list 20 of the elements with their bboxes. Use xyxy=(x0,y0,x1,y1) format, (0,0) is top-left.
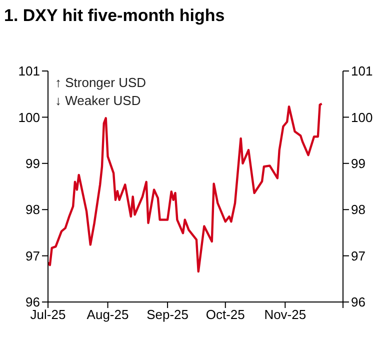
y-tick-label: 98 xyxy=(26,202,40,218)
y-tick-label: 101 xyxy=(18,64,40,79)
x-tick-label: Sep-25 xyxy=(146,307,189,322)
x-tick-label: Oct-25 xyxy=(206,307,245,322)
y2-tick-label: 100 xyxy=(351,110,373,125)
x-tick-label: Aug-25 xyxy=(86,307,129,322)
y2-tick-label: 99 xyxy=(351,156,366,172)
x-tick-label: Nov-25 xyxy=(264,307,306,322)
x-tick-label: Jul-25 xyxy=(30,307,66,322)
y2-tick-label: 98 xyxy=(351,202,366,218)
y-tick-label: 100 xyxy=(18,110,40,125)
y2-tick-label: 97 xyxy=(351,248,366,264)
y-tick-label: 97 xyxy=(26,248,40,264)
annotation: ↓ Weaker USD xyxy=(55,93,141,108)
y2-tick-label: 96 xyxy=(351,294,366,310)
y-tick-label: 99 xyxy=(26,156,40,172)
chart-title: 1. DXY hit five-month highs xyxy=(4,6,225,26)
annotation: ↑ Stronger USD xyxy=(55,75,146,90)
y-tick-label: 96 xyxy=(26,294,40,310)
y2-tick-label: 101 xyxy=(351,64,373,79)
